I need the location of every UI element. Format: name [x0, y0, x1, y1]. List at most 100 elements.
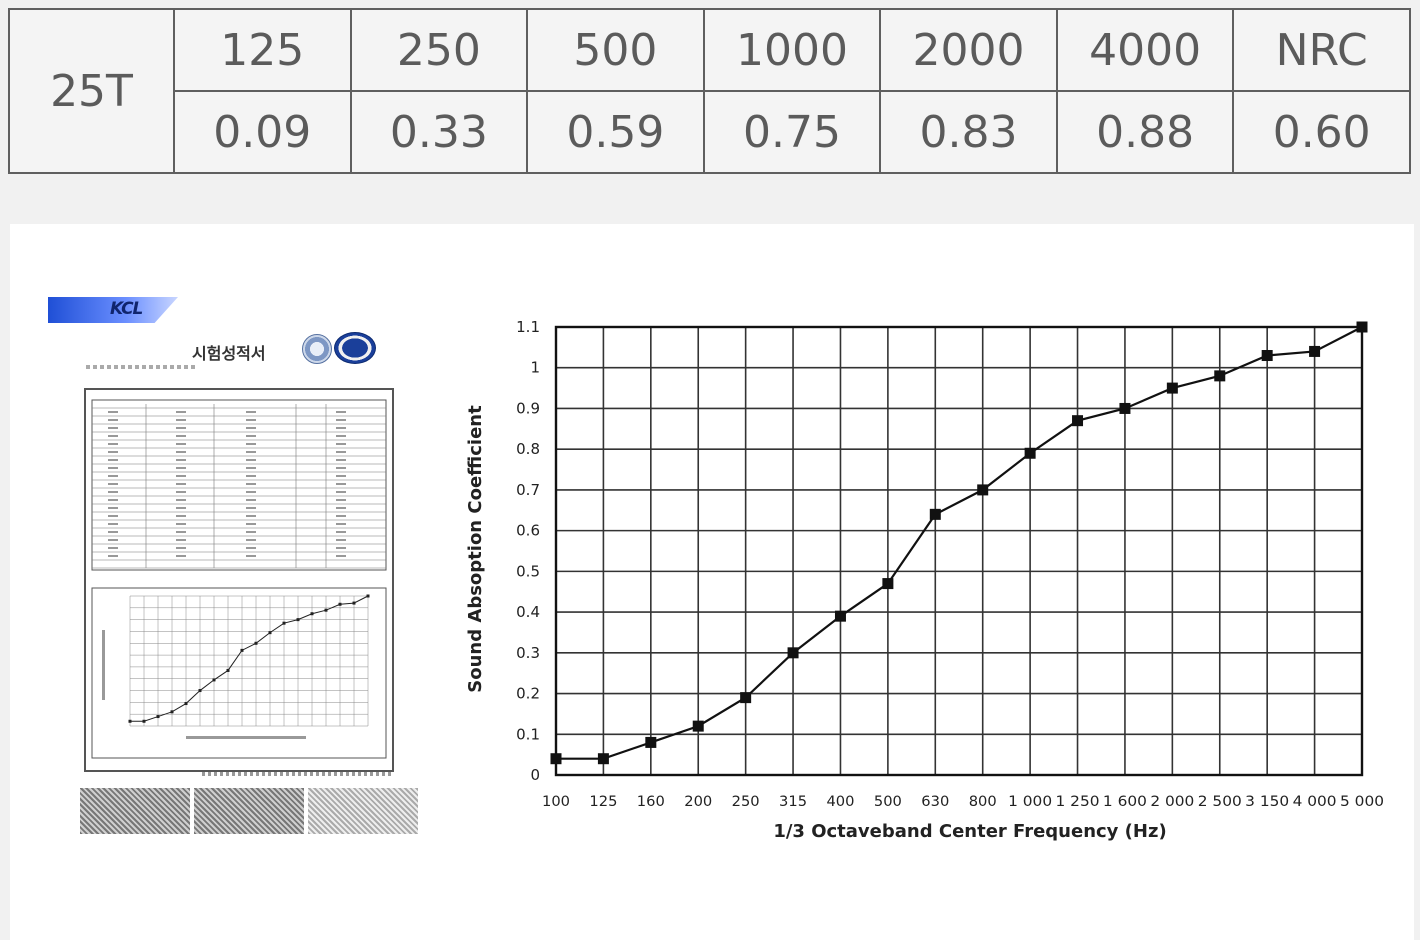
x-axis-ticks: 100 125 160 200 250 315 400 500 630 800 1 000 1 250… — [542, 794, 1384, 810]
mini-cell-text — [108, 491, 118, 493]
mini-cell-text — [336, 483, 346, 485]
y-tick-label: 0.4 — [516, 603, 540, 621]
mini-data-point — [296, 618, 300, 622]
test-report-thumbnail: KCL 시험성적서 — [46, 294, 418, 839]
mini-data-point — [282, 621, 286, 625]
data-point — [1024, 447, 1036, 459]
data-point — [1072, 415, 1084, 427]
mini-cell-text — [108, 515, 118, 517]
header-cell: 1000 — [702, 8, 882, 92]
mini-cell-text — [246, 515, 256, 517]
x-tick-label: 500 — [874, 794, 902, 810]
mini-cell-text — [176, 411, 186, 413]
y-tick-label: 0.6 — [516, 522, 540, 540]
mini-data-point — [128, 719, 132, 723]
y-tick-label: 0.1 — [516, 725, 540, 743]
mini-cell-text — [108, 483, 118, 485]
mini-cell-text — [176, 419, 186, 421]
mini-chart-frame — [91, 587, 387, 759]
mini-cell-text — [246, 443, 256, 445]
mini-cell-text — [108, 547, 118, 549]
mini-cell-text — [176, 459, 186, 461]
report-number-line — [86, 365, 196, 369]
mini-data-point — [352, 601, 356, 605]
mini-cell-text — [108, 531, 118, 533]
data-point — [1356, 321, 1368, 333]
mini-cell-text — [176, 531, 186, 533]
mini-data-point — [156, 715, 160, 719]
mini-data-point — [310, 612, 314, 616]
mini-cell-text — [246, 499, 256, 501]
mini-cell-text — [336, 443, 346, 445]
mini-data-point — [324, 608, 328, 612]
header-cell: 125 — [173, 8, 352, 92]
mini-data-point — [338, 602, 342, 606]
x-tick-label: 100 — [542, 794, 570, 810]
mini-cell-text — [336, 435, 346, 437]
y-tick-label: 1.1 — [516, 318, 540, 336]
mini-cell-text — [336, 531, 346, 533]
report-footer-line — [202, 772, 392, 776]
data-point — [692, 720, 704, 732]
y-axis-label: Sound Absoption Coefficient — [465, 405, 486, 693]
x-tick-label: 400 — [826, 794, 854, 810]
header-cell: 500 — [526, 8, 705, 92]
mini-cell-text — [176, 451, 186, 453]
mini-cell-text — [336, 491, 346, 493]
mini-cell-text — [336, 419, 346, 421]
report-page — [84, 388, 394, 772]
mini-cell-text — [336, 555, 346, 557]
x-tick-label: 160 — [637, 794, 665, 810]
value-cell-nrc: 0.60 — [1232, 90, 1411, 174]
value-cell: 0.75 — [702, 90, 882, 174]
chart-grid — [554, 325, 1364, 777]
mini-data-point — [366, 594, 370, 598]
frequency-row: 25T 125 250 500 1000 2000 4000 NRC — [8, 8, 1411, 174]
mini-table-frame — [91, 399, 387, 571]
mini-cell-text — [108, 419, 118, 421]
mini-cell-text — [108, 427, 118, 429]
coefficient-row: 0.09 0.33 0.59 0.75 0.83 0.88 0.60 — [9, 90, 1411, 174]
mini-cell-text — [246, 531, 256, 533]
mini-cell-text — [246, 467, 256, 469]
x-tick-label: 1 000 — [1008, 794, 1052, 810]
mini-y-label — [102, 630, 105, 700]
header-cell: 250 — [349, 8, 529, 92]
header-cell: 4000 — [1055, 8, 1235, 92]
x-tick-label: 800 — [969, 794, 997, 810]
kcl-logo: KCL — [110, 299, 143, 319]
x-tick-label: 3 150 — [1245, 794, 1289, 810]
mini-cell-text — [246, 491, 256, 493]
mini-cell-text — [176, 475, 186, 477]
mini-cell-text — [336, 539, 346, 541]
mini-cell-text — [108, 459, 118, 461]
mini-cell-text — [246, 419, 256, 421]
y-tick-label: 0.3 — [516, 644, 540, 662]
mini-cell-text — [336, 427, 346, 429]
value-cell: 0.59 — [526, 90, 705, 174]
mini-cell-text — [108, 523, 118, 525]
mini-data-point — [184, 702, 188, 706]
y-tick-label: 0.8 — [516, 440, 540, 458]
x-tick-label: 200 — [684, 794, 712, 810]
mini-cell-text — [336, 451, 346, 453]
series-markers — [550, 321, 1368, 765]
mini-cell-text — [108, 539, 118, 541]
y-axis-ticks: 0 0.1 0.2 0.3 0.4 0.5 0.6 0.7 0.8 0.9 1 1.1 — [516, 318, 540, 784]
y-tick-label: 0.9 — [516, 399, 540, 417]
y-tick-label: 1 — [530, 359, 540, 377]
mini-cell-text — [336, 507, 346, 509]
data-point — [882, 578, 894, 590]
header-cell: 2000 — [879, 8, 1058, 92]
mini-cell-text — [176, 467, 186, 469]
data-point — [1261, 350, 1273, 362]
plot-border — [554, 325, 1364, 777]
mini-data-point — [240, 648, 244, 652]
y-tick-label: 0 — [530, 766, 540, 784]
data-point — [1309, 345, 1321, 357]
absorption-spec-table: 25T 125 250 500 1000 2000 4000 NRC 0.09 … — [8, 8, 1411, 174]
mini-cell-text — [246, 539, 256, 541]
data-point — [1119, 402, 1131, 414]
report-title: 시험성적서 — [192, 344, 266, 363]
mini-cell-text — [176, 491, 186, 493]
